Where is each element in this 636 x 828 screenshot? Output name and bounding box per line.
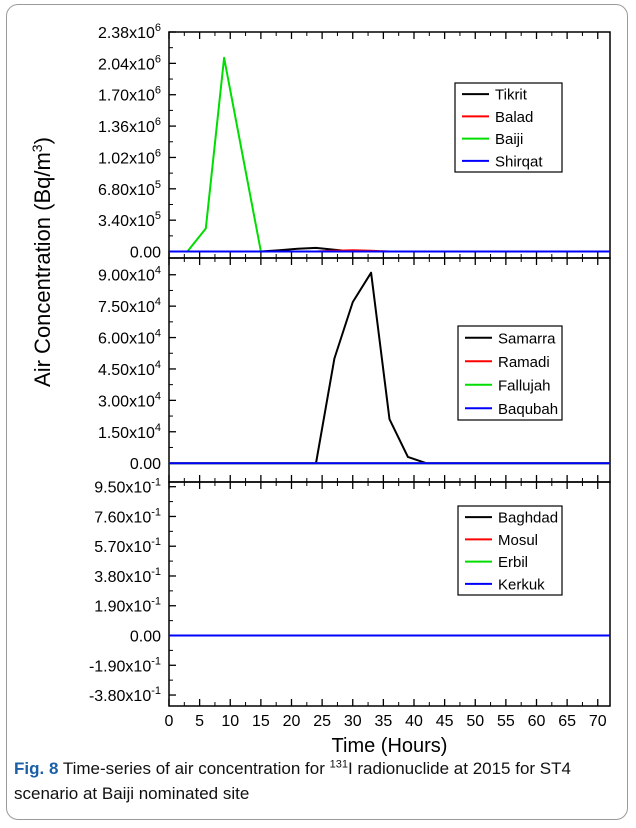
- legend-label: Baghdad: [498, 510, 558, 527]
- legend-label: Samarra: [498, 330, 556, 347]
- y-tick-label: 1.36x106: [98, 116, 161, 136]
- legend-label: Kerkuk: [498, 576, 545, 593]
- legend-label: Balad: [495, 109, 533, 126]
- y-tick-label: 9.50x10-1: [94, 477, 161, 497]
- legend-label: Mosul: [498, 532, 538, 549]
- chart: 2.38x106 2.04x106 1.70x106 1.36x106 1.02x106…: [29, 22, 611, 757]
- y-axis-label: Air Concentration (Bq/m3): [29, 137, 55, 387]
- series-line-samarra: [169, 271, 610, 465]
- x-tick-label: 0: [165, 713, 174, 730]
- x-tick-label: 40: [405, 713, 423, 730]
- y-tick-label: 0.00: [130, 629, 161, 646]
- legend-box: [454, 82, 563, 173]
- y-tick-label: 6.00x104: [98, 328, 161, 348]
- x-tick-label: 5: [195, 713, 204, 730]
- x-tick-label: 55: [497, 713, 515, 730]
- figure-caption: Fig. 8 Time-series of air concentration …: [14, 756, 624, 806]
- x-tick-label: 35: [374, 713, 392, 730]
- y-tick-label: 6.80x105: [98, 179, 161, 199]
- panel-3: 9.50x10-1 7.60x10-1 5.70x10-1 3.80x10-1 1.90…: [89, 477, 611, 707]
- legend-box: [457, 325, 563, 421]
- caption-label: Fig. 8: [14, 759, 59, 778]
- x-axis-label: Time (Hours): [332, 735, 448, 757]
- caption-text-before: Time-series of air concentration for: [62, 759, 325, 778]
- legend-label: Tikrit: [495, 87, 528, 104]
- legend-panel-1: Tikrit Balad Baiji Shirqat: [454, 82, 563, 173]
- legend-label: Ramadi: [498, 354, 550, 371]
- y-tick-label: 3.00x104: [98, 390, 161, 410]
- x-tick-label: 45: [436, 713, 454, 730]
- y-tick-label: 2.38x106: [98, 22, 161, 42]
- y-tick-label: 3.80x10-1: [94, 566, 161, 586]
- panel-2: 9.00x104 7.50x104 6.00x104 4.50x104 3.00x104…: [98, 257, 611, 483]
- y-tick-label: -1.90x10-1: [89, 655, 161, 675]
- x-tick-label: 30: [344, 713, 362, 730]
- legend-label: Baqubah: [498, 401, 558, 418]
- panel-frame: [168, 481, 611, 707]
- legend-label: Erbil: [498, 554, 528, 571]
- x-tick-label: 50: [466, 713, 484, 730]
- legend-label: Shirqat: [495, 153, 543, 170]
- y-tick-label: 1.50x104: [98, 422, 161, 442]
- legend-panel-2: Samarra Ramadi Fallujah Baqubah: [457, 325, 563, 421]
- legend-panel-3: Baghdad Mosul Erbil Kerkuk: [457, 505, 563, 596]
- y-tick-label: 5.70x10-1: [94, 536, 161, 556]
- y-tick-label: 9.00x104: [98, 265, 161, 285]
- x-tick-label: 25: [313, 713, 331, 730]
- legend-box: [457, 505, 563, 596]
- legend-label: Baiji: [495, 131, 523, 148]
- x-tick-label: 20: [283, 713, 301, 730]
- panel-1: 2.38x106 2.04x106 1.70x106 1.36x106 1.02x106…: [98, 22, 611, 262]
- y-tick-label: 4.50x104: [98, 359, 161, 379]
- x-tick-label: 60: [528, 713, 546, 730]
- x-tick-label: 70: [589, 713, 607, 730]
- y-tick-label: 1.90x10-1: [94, 596, 161, 616]
- figure-frame: [6, 4, 628, 820]
- x-tick-label: 65: [558, 713, 576, 730]
- y-tick-label: 3.40x105: [98, 210, 161, 230]
- legend-label: Fallujah: [498, 377, 551, 394]
- y-tick-label: 7.50x104: [98, 296, 161, 316]
- y-tick-label: 1.70x106: [98, 85, 161, 105]
- y-tick-label: 0.00: [130, 456, 161, 473]
- y-tick-label: -3.80x10-1: [89, 685, 161, 705]
- caption-text-after: I radionuclide at 2015 for ST4 scenario …: [14, 759, 571, 803]
- y-tick-label: 2.04x106: [98, 53, 161, 73]
- x-tick-label: 10: [221, 713, 239, 730]
- y-tick-label: 0.00: [130, 245, 161, 262]
- caption-superscript: 131: [329, 758, 348, 771]
- y-tick-label: 7.60x10-1: [94, 506, 161, 526]
- x-tick-label: 15: [252, 713, 270, 730]
- y-tick-label: 1.02x106: [98, 147, 161, 167]
